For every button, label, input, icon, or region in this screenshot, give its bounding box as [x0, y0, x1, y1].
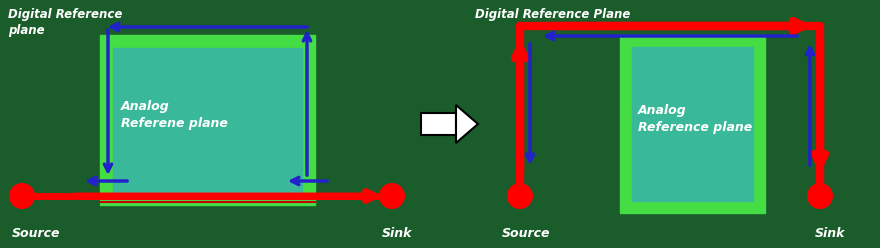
Text: Digital Reference Plane: Digital Reference Plane [475, 8, 630, 21]
Bar [632, 47, 753, 201]
Text: Sink: Sink [815, 227, 846, 240]
Text: Sink: Sink [382, 227, 413, 240]
Bar [100, 35, 315, 205]
Circle shape [807, 183, 833, 209]
Text: Source: Source [502, 227, 551, 240]
Text: Digital Reference
plane: Digital Reference plane [8, 8, 122, 37]
Bar [113, 48, 302, 192]
Circle shape [379, 183, 405, 209]
Text: Analog
Reference plane: Analog Reference plane [638, 104, 752, 134]
Bar [620, 35, 765, 213]
Text: Source: Source [12, 227, 61, 240]
Text: Analog
Referene plane: Analog Referene plane [121, 100, 228, 130]
Circle shape [507, 183, 533, 209]
Bar [421, 113, 456, 135]
Circle shape [9, 183, 35, 209]
Polygon shape [456, 105, 478, 143]
